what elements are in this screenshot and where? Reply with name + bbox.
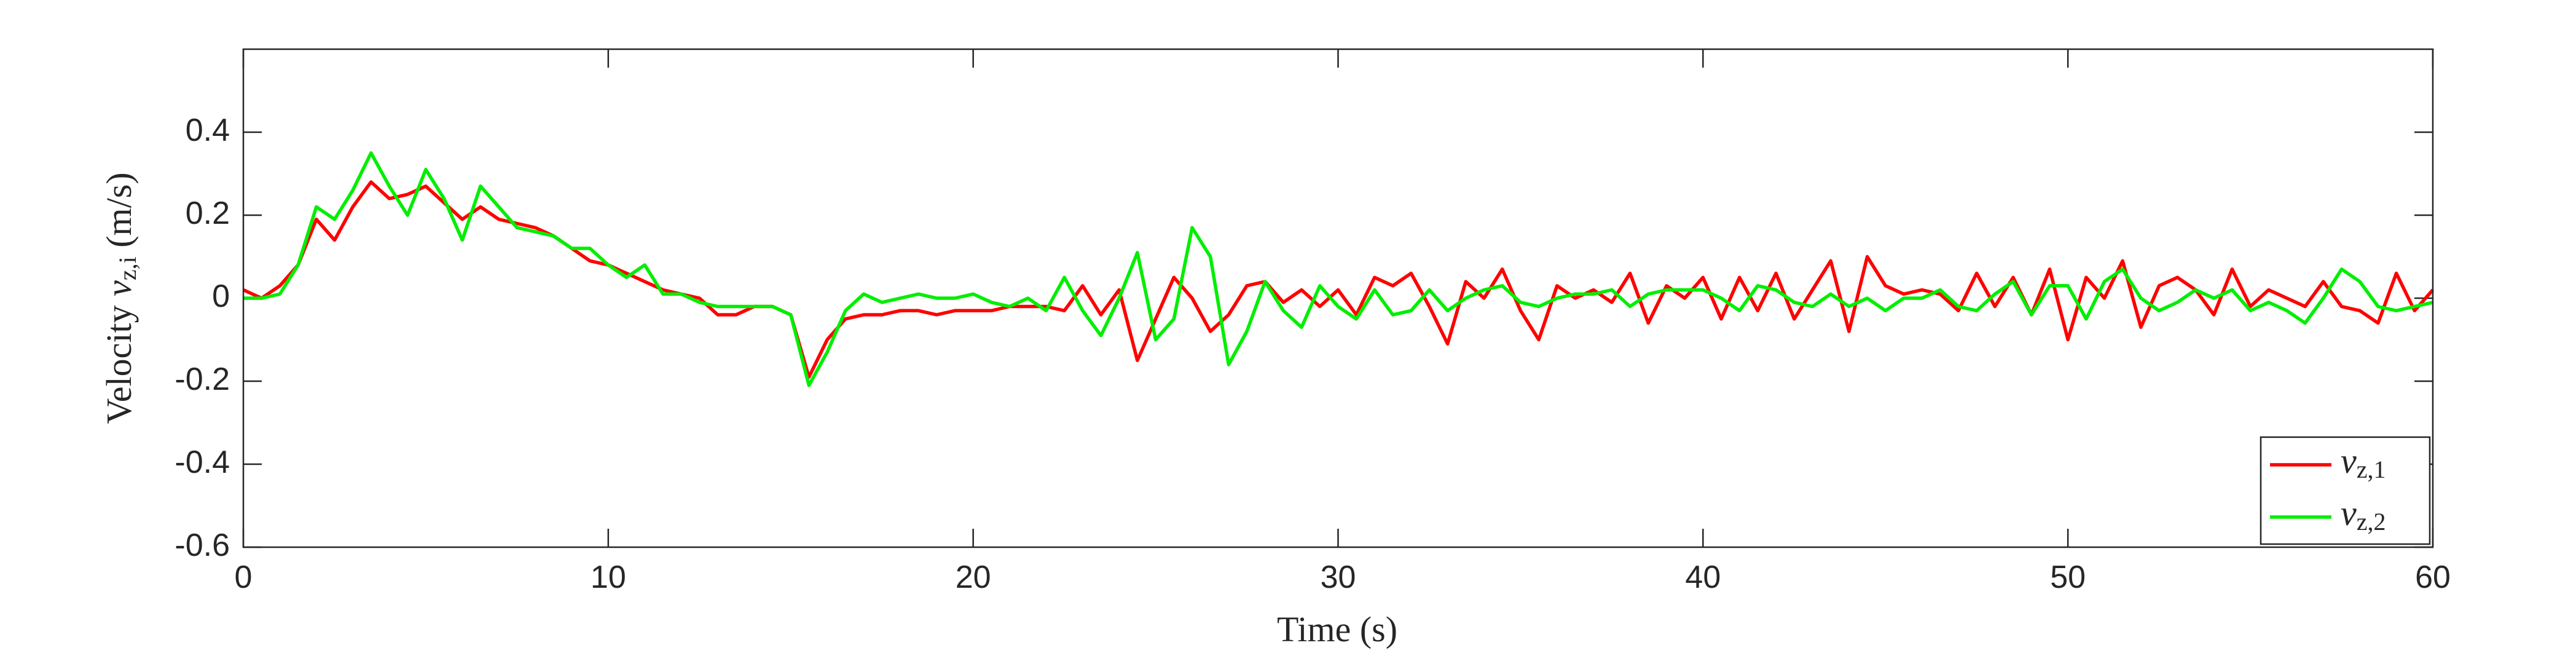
axes-box [242, 48, 2434, 548]
y-tick-label: -0.2 [175, 362, 230, 397]
x-tick-label: 30 [1321, 559, 1356, 595]
x-tick-label: 40 [1685, 559, 1721, 595]
y-tick-label: 0.2 [186, 196, 230, 231]
legend-box [2260, 436, 2431, 545]
y-tick-label: 0.4 [186, 113, 230, 148]
legend-label: vz,2 [2341, 493, 2386, 536]
x-tick-label: 50 [2050, 559, 2086, 595]
x-tick-label: 20 [956, 559, 991, 595]
y-tick-label: -0.4 [175, 445, 230, 480]
y-tick-label: 0 [212, 279, 230, 314]
y-axis-label: Velocity vz,i (m/s) [99, 172, 141, 424]
x-tick-label: 0 [235, 559, 253, 595]
x-tick-label: 60 [2415, 559, 2451, 595]
series-line [243, 151, 2433, 387]
y-tick-label: -0.6 [175, 528, 230, 563]
x-tick-label: 10 [591, 559, 626, 595]
legend-label: vz,1 [2341, 441, 2386, 483]
x-axis-label: Time (s) [1277, 609, 1397, 649]
